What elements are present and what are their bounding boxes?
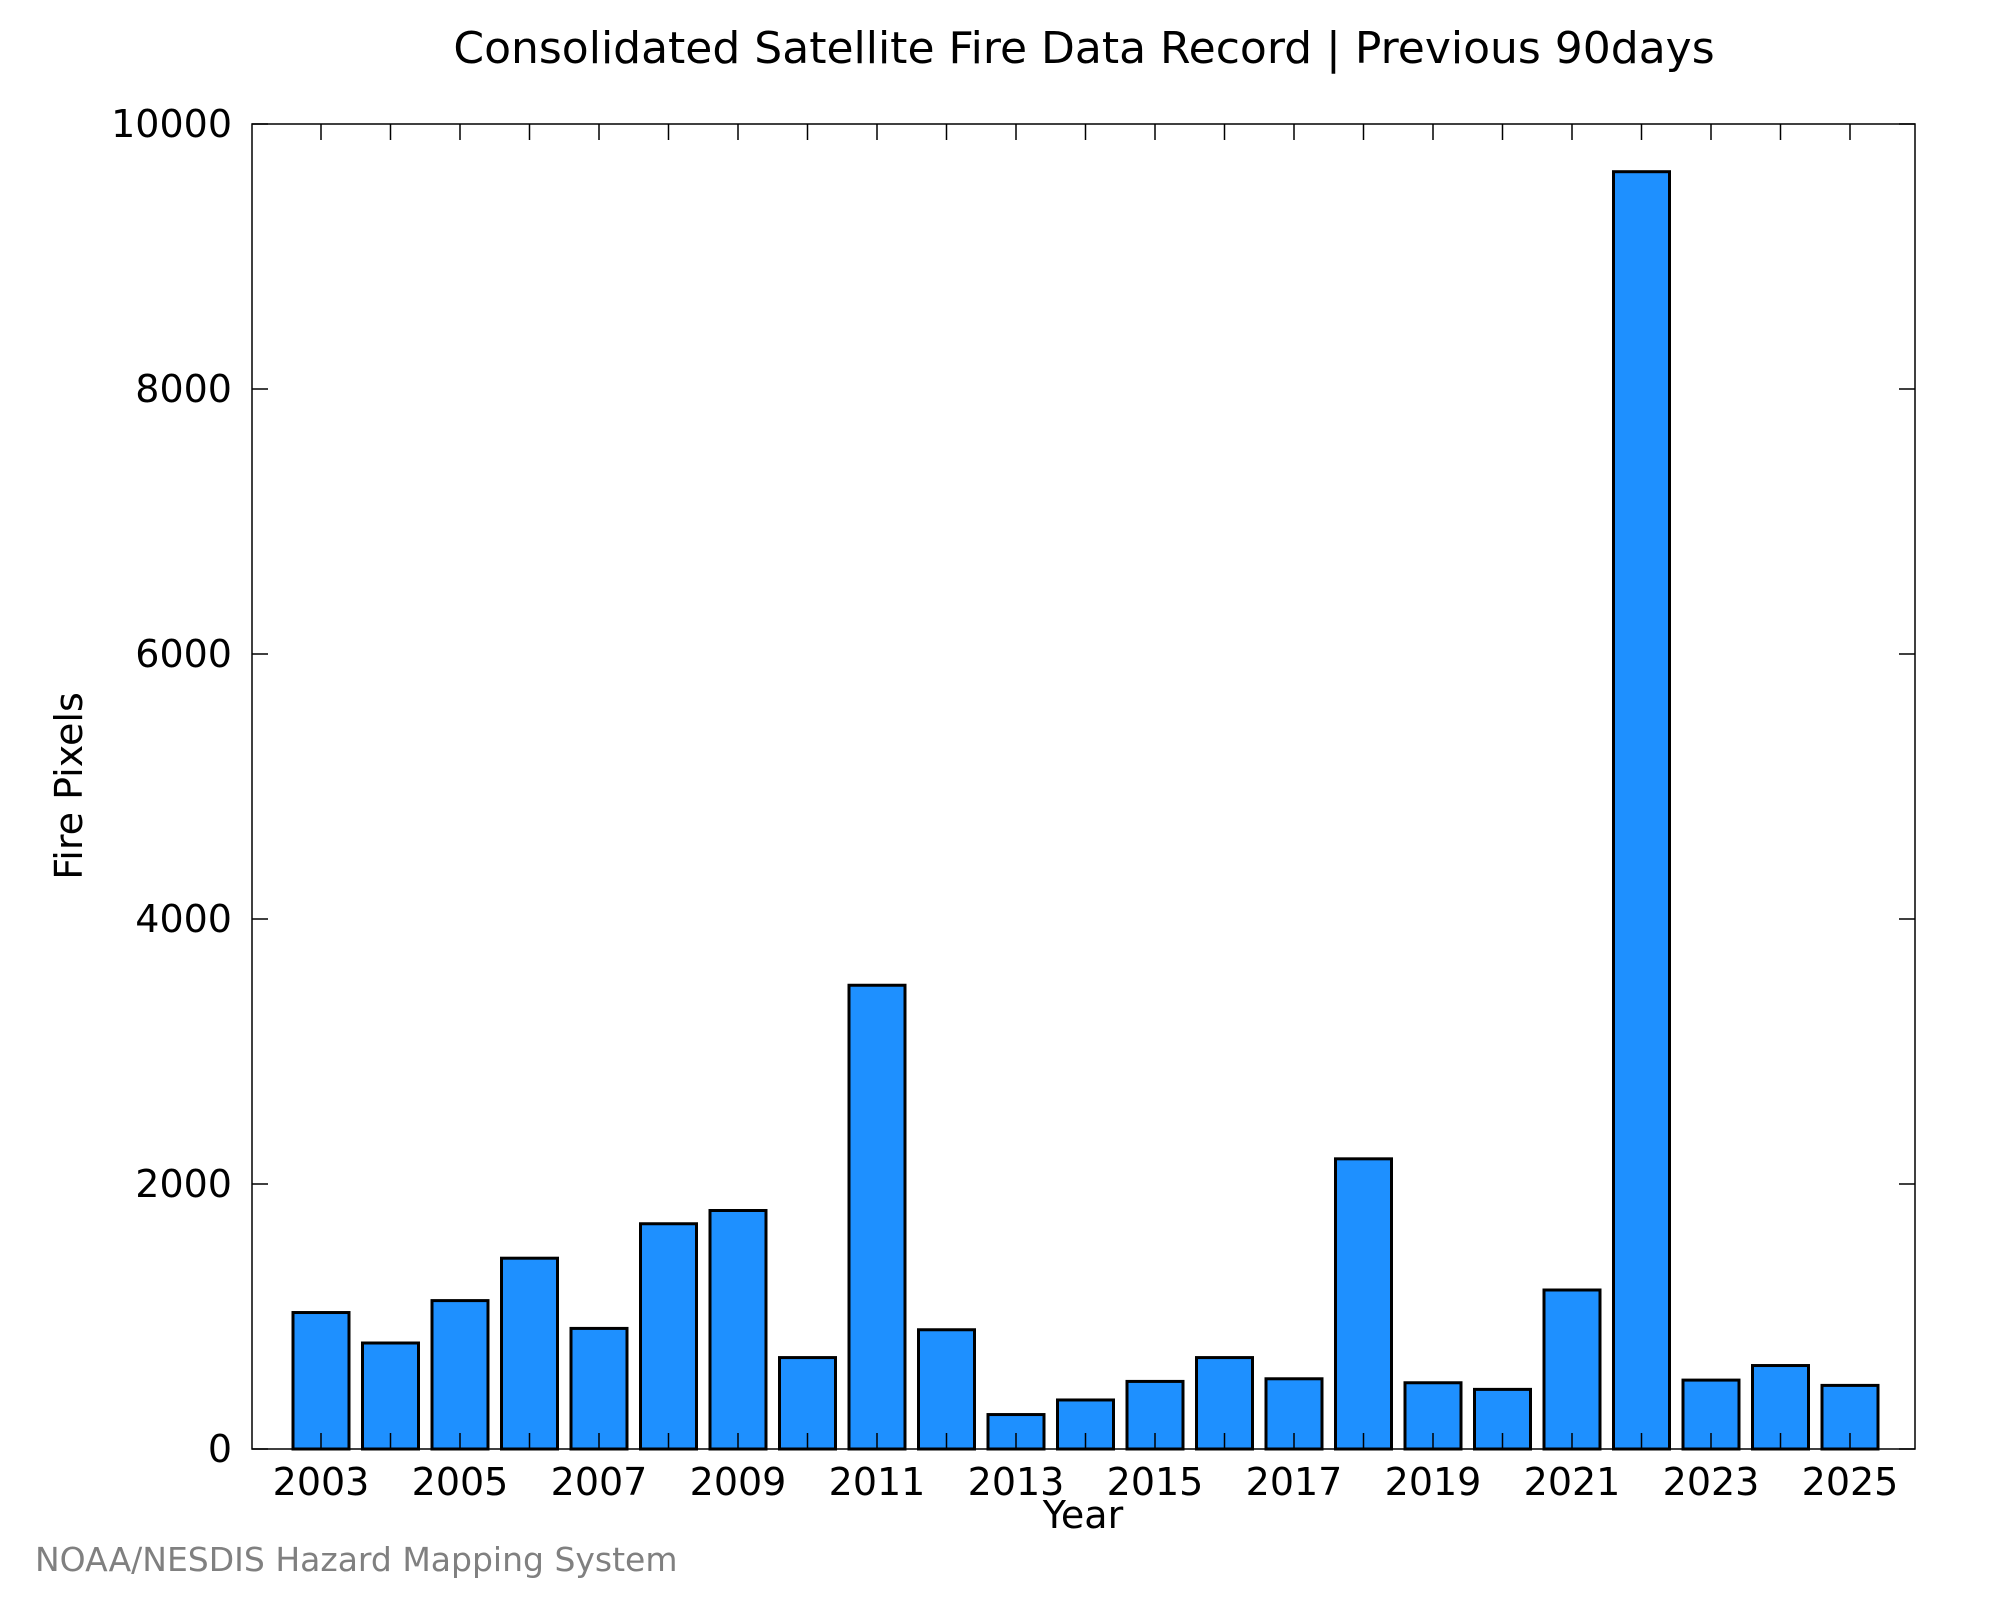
bar-2005 bbox=[430, 1299, 490, 1451]
x-tick-label: 2017 bbox=[1246, 1460, 1343, 1504]
bar-2011 bbox=[847, 983, 907, 1451]
x-tick-label: 2015 bbox=[1107, 1460, 1204, 1504]
bar-2006 bbox=[500, 1256, 559, 1451]
bar-2021 bbox=[1542, 1288, 1602, 1451]
bar-2022 bbox=[1612, 170, 1671, 1451]
plot-frame bbox=[251, 123, 1916, 1450]
x-tick-label: 2013 bbox=[968, 1460, 1065, 1504]
x-tick-label: 2003 bbox=[273, 1460, 370, 1504]
x-tick-label: 2019 bbox=[1385, 1460, 1482, 1504]
x-axis-label: Year bbox=[1042, 1493, 1124, 1537]
x-tick-label: 2005 bbox=[412, 1460, 509, 1504]
bar-2018 bbox=[1334, 1157, 1393, 1451]
y-tick-label: 4000 bbox=[135, 897, 232, 941]
bar-2007 bbox=[569, 1326, 629, 1451]
x-tick-label: 2009 bbox=[690, 1460, 787, 1504]
bar-2009 bbox=[708, 1209, 768, 1451]
footer-credit: NOAA/NESDIS Hazard Mapping System bbox=[35, 1540, 678, 1579]
x-tick-label: 2023 bbox=[1663, 1460, 1760, 1504]
chart-title: Consolidated Satellite Fire Data Record … bbox=[453, 23, 1714, 74]
x-tick-label: 2025 bbox=[1802, 1460, 1899, 1504]
bar-2012 bbox=[917, 1328, 976, 1451]
x-tick-label: 2021 bbox=[1524, 1460, 1621, 1504]
y-axis-label: Fire Pixels bbox=[47, 692, 91, 880]
bar-2003 bbox=[291, 1311, 351, 1451]
y-tick-label: 6000 bbox=[135, 632, 232, 676]
ticks-group: 2003 2005 2007 2009 2011 2013 2015 2017 2019 2021… bbox=[111, 102, 1915, 1504]
y-tick-label: 8000 bbox=[135, 367, 232, 411]
x-tick-label: 2007 bbox=[551, 1460, 648, 1504]
bar-2008 bbox=[639, 1222, 698, 1451]
y-tick-label: 0 bbox=[208, 1427, 232, 1471]
y-tick-label: 10000 bbox=[111, 102, 232, 146]
bars-group bbox=[291, 170, 1880, 1451]
y-tick-label: 2000 bbox=[135, 1162, 232, 1206]
x-tick-label: 2011 bbox=[829, 1460, 926, 1504]
